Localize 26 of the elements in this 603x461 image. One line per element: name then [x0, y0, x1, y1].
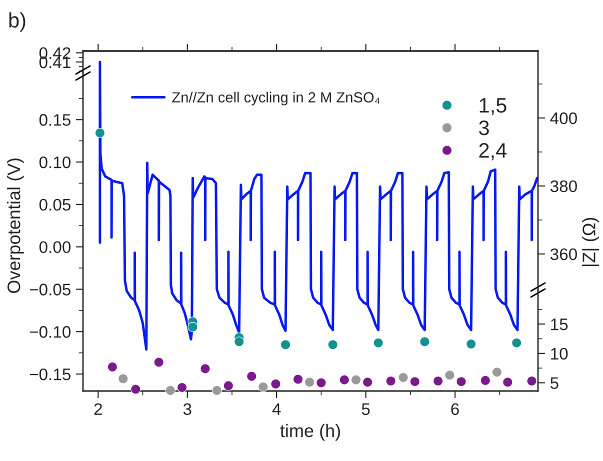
x-tick-label: 3	[183, 403, 192, 416]
x-tick-label: 6	[451, 403, 459, 416]
text: b)	[9, 12, 26, 32]
x-tick-label: 2	[94, 403, 102, 415]
y-axis-title: Overpotential (V)	[7, 158, 24, 294]
legend-label: 1,5	[480, 98, 506, 116]
legend-label: 2,4	[479, 143, 507, 160]
y2-tick-label: 5	[550, 377, 558, 389]
y2-tick-label: 400	[550, 112, 577, 124]
y-tick-label: −0.10	[30, 326, 71, 338]
y-tick-label: 0.10	[39, 156, 71, 168]
x-axis-title: time (h)	[280, 424, 340, 441]
legend-label: 3	[479, 120, 489, 136]
y-tick-label: 0.05	[39, 198, 70, 211]
y2-tick-label: 360	[550, 248, 577, 260]
y-tick-label: −0.15	[30, 368, 70, 380]
x-tick-label: 5	[362, 403, 370, 416]
y-tick-label: −0.05	[30, 284, 70, 296]
y2-tick-label: 15	[551, 318, 568, 330]
y2-tick-label: 380	[550, 180, 577, 192]
x-tick-label: 4	[272, 403, 281, 415]
y-tick-label: 0.00	[39, 241, 71, 254]
y2-tick-label: 10	[551, 348, 568, 360]
legend-label: Zn//Zn cell cycling in 2 M ZnSO₄	[172, 92, 380, 106]
y2-axis-title: |Z| (Ω)	[582, 218, 600, 266]
y-tick-label: 0.15	[39, 114, 70, 126]
